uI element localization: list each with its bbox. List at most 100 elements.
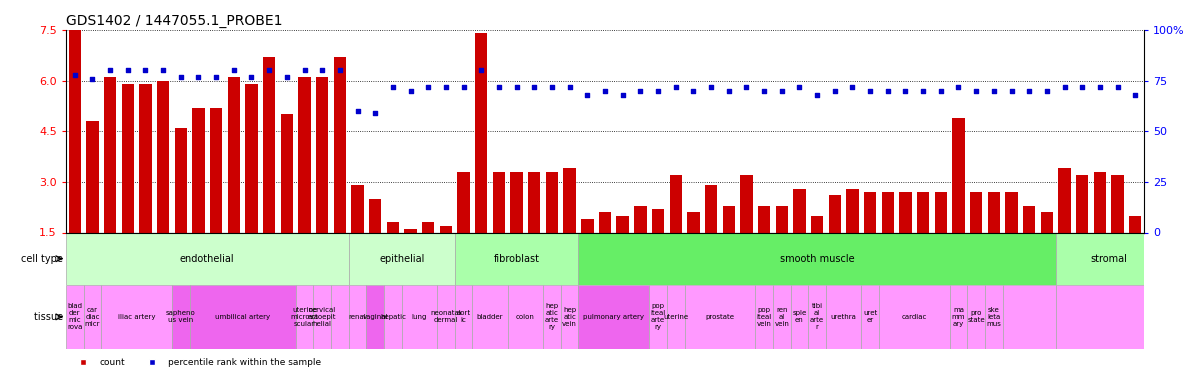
Point: [737, 84, 756, 90]
Bar: [987, 192, 1000, 232]
Text: sapheno
us vein: sapheno us vein: [165, 310, 195, 323]
Bar: [102, 285, 173, 349]
Bar: [367, 285, 385, 349]
Text: pop
iteal
vein: pop iteal vein: [756, 307, 772, 327]
Text: blad
der
mic
rova: blad der mic rova: [67, 303, 83, 330]
Bar: [369, 199, 381, 232]
Point: [383, 84, 403, 90]
Point: [914, 88, 933, 94]
Point: [153, 68, 173, 74]
Bar: [510, 172, 522, 232]
Bar: [264, 57, 276, 232]
Bar: [331, 285, 349, 349]
Point: [1002, 88, 1021, 94]
Bar: [773, 285, 791, 349]
Point: [1055, 84, 1075, 90]
Text: ren
al
vein: ren al vein: [774, 307, 789, 327]
Text: cardiac: cardiac: [902, 314, 927, 320]
Bar: [861, 285, 879, 349]
Bar: [882, 192, 894, 232]
Bar: [704, 185, 718, 232]
Point: [206, 74, 225, 80]
Point: [189, 74, 208, 80]
Bar: [139, 84, 152, 232]
Text: colon: colon: [516, 314, 534, 320]
Point: [1108, 84, 1127, 90]
Point: [613, 92, 633, 98]
Bar: [472, 285, 508, 349]
Bar: [1094, 172, 1106, 232]
Legend: count, percentile rank within the sample: count, percentile rank within the sample: [71, 354, 325, 370]
Bar: [455, 232, 579, 285]
Bar: [791, 285, 809, 349]
Bar: [492, 172, 506, 232]
Bar: [189, 285, 296, 349]
Point: [843, 84, 863, 90]
Point: [595, 88, 615, 94]
Bar: [84, 285, 102, 349]
Bar: [121, 84, 134, 232]
Bar: [970, 192, 982, 232]
Bar: [864, 192, 876, 232]
Bar: [688, 212, 700, 232]
Bar: [455, 285, 472, 349]
Text: sple
en: sple en: [792, 310, 806, 323]
Point: [1090, 84, 1109, 90]
Bar: [349, 232, 455, 285]
Bar: [1055, 232, 1162, 285]
Point: [755, 88, 774, 94]
Bar: [579, 285, 649, 349]
Text: hep
atic
vein: hep atic vein: [562, 307, 577, 327]
Text: uterine: uterine: [664, 314, 689, 320]
Bar: [1005, 192, 1018, 232]
Bar: [952, 118, 964, 232]
Point: [331, 68, 350, 74]
Point: [224, 68, 243, 74]
Point: [119, 68, 138, 74]
Bar: [280, 114, 294, 232]
Point: [773, 88, 792, 94]
Text: vaginal: vaginal: [363, 314, 388, 320]
Point: [171, 74, 190, 80]
Bar: [1003, 285, 1055, 349]
Bar: [740, 175, 752, 232]
Text: epithelial: epithelial: [379, 254, 424, 264]
Bar: [440, 226, 452, 232]
Point: [577, 92, 597, 98]
Bar: [543, 285, 561, 349]
Bar: [775, 206, 788, 232]
Bar: [175, 128, 187, 232]
Text: hep
atic
arte
ry: hep atic arte ry: [545, 303, 559, 330]
Bar: [385, 285, 401, 349]
Bar: [900, 192, 912, 232]
Text: GDS1402 / 1447055.1_PROBE1: GDS1402 / 1447055.1_PROBE1: [66, 13, 283, 28]
Bar: [1058, 168, 1071, 232]
Text: lung: lung: [412, 314, 426, 320]
Point: [135, 68, 155, 74]
Bar: [68, 30, 81, 232]
Bar: [809, 285, 825, 349]
Text: bladder: bladder: [477, 314, 503, 320]
Bar: [157, 81, 169, 232]
Bar: [228, 77, 240, 232]
Point: [365, 110, 385, 116]
Bar: [1129, 216, 1142, 232]
Point: [896, 88, 915, 94]
Bar: [634, 206, 647, 232]
Point: [313, 68, 332, 74]
Text: urethra: urethra: [830, 314, 857, 320]
Bar: [422, 222, 435, 232]
Bar: [437, 285, 455, 349]
Bar: [758, 206, 770, 232]
Bar: [563, 168, 576, 232]
Text: ma
mm
ary: ma mm ary: [951, 307, 966, 327]
Text: prostate: prostate: [706, 314, 734, 320]
Bar: [405, 229, 417, 232]
Text: smooth muscle: smooth muscle: [780, 254, 854, 264]
Bar: [546, 172, 558, 232]
Bar: [66, 232, 349, 285]
Bar: [458, 172, 470, 232]
Bar: [334, 57, 346, 232]
Bar: [667, 285, 684, 349]
Text: hepatic: hepatic: [380, 314, 406, 320]
